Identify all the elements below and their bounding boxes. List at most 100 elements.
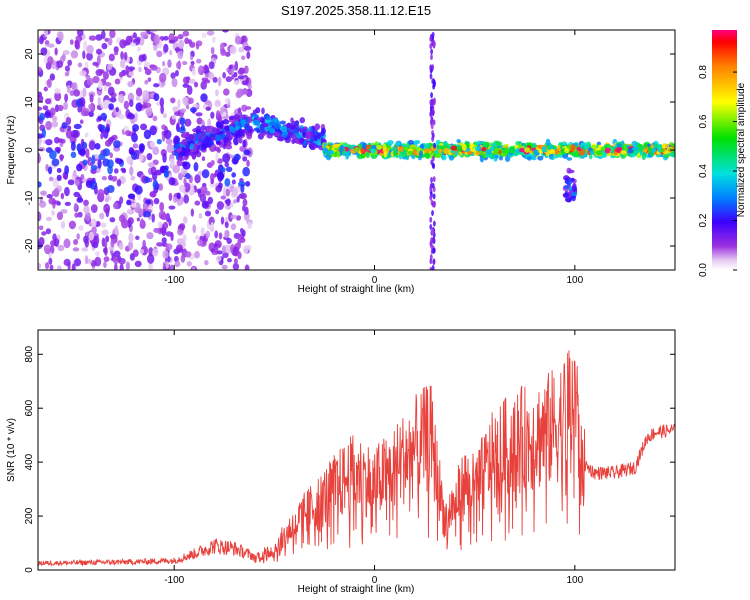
spectrogram-cell: [139, 248, 145, 254]
spectrogram-cell: [252, 109, 258, 114]
spectrogram-cell: [200, 125, 207, 131]
spectrogram-cell: [160, 105, 164, 115]
spectrogram-cell: [159, 72, 167, 83]
spectrogram-cell: [298, 128, 304, 133]
spectrogram-cell: [224, 244, 232, 255]
spectrogram-cell: [80, 110, 89, 117]
spectrogram-cell: [82, 87, 87, 98]
spectrogram-cell: [41, 231, 47, 236]
spectrogram-cell: [240, 88, 248, 95]
spectrogram-cell: [128, 193, 136, 199]
spectrogram-cell: [107, 165, 113, 175]
spectrogram-cell: [38, 147, 46, 152]
spectrogram-cell: [123, 100, 130, 110]
spectrogram-cell: [64, 201, 71, 207]
spectrogram-cell: [127, 217, 134, 225]
spectrogram-cell: [661, 143, 666, 149]
spectrogram-cell: [74, 178, 80, 187]
spectrogram-cell: [135, 102, 143, 112]
spectrogram-cell: [338, 145, 344, 152]
colorbar-tick-label: 0.2: [698, 213, 709, 227]
figure-title: S197.2025.358.11.12.E15: [281, 3, 431, 18]
spectrogram-cell: [208, 72, 215, 80]
spectrogram-cell: [47, 56, 54, 65]
spectrogram-cell: [77, 211, 83, 218]
spectrogram-cell: [140, 218, 145, 226]
spectrogram-cell: [242, 156, 248, 162]
spectrogram-cell: [224, 177, 231, 187]
spectrogram-cell: [193, 81, 199, 88]
spectrogram-cell: [200, 80, 207, 90]
spectrogram-cell: [86, 44, 94, 55]
spectrogram-cell: [407, 150, 415, 155]
spectrogram-cell: [225, 166, 233, 172]
spectrogram-cell: [144, 176, 151, 184]
spectrogram-cell: [588, 153, 593, 160]
spectrogram-cell: [97, 158, 102, 169]
spectrogram-cell: [230, 223, 237, 231]
spectrogram-cell: [96, 55, 101, 66]
spectrogram-cell: [190, 107, 197, 113]
snr-ytick-label: 400: [24, 453, 35, 470]
spectrogram-cell: [670, 153, 675, 158]
spectrogram-cell: [128, 99, 134, 107]
spectrogram-cell: [181, 61, 188, 66]
spectrogram-cell: [102, 71, 109, 80]
spectrogram-cell: [104, 197, 109, 203]
spectrogram-cell: [78, 225, 84, 232]
spectrogram-cell: [142, 90, 150, 100]
spectrogram-cell: [197, 65, 205, 76]
spectrogram-cell: [486, 149, 492, 155]
spectrogram-cell: [109, 217, 116, 223]
spectrogram-cell: [179, 117, 186, 125]
spectrogram-cell: [125, 130, 132, 137]
spectrogram-cell: [432, 201, 436, 208]
spectrogram-cell: [152, 115, 158, 122]
spectrogram-cell: [190, 60, 195, 66]
spectrogram-cell: [38, 181, 42, 188]
spectrogram-cell: [182, 161, 191, 170]
spectrogram-cell: [125, 261, 131, 270]
spectrogram-cell: [240, 192, 247, 200]
spectrogram-cell: [43, 244, 51, 249]
spectrogram-cell: [140, 31, 148, 38]
spectrogram-cell: [45, 138, 53, 146]
spectrogram-cell: [195, 235, 200, 240]
spectrogram-cell: [212, 36, 216, 44]
spectrogram-cell: [277, 136, 285, 142]
spectrogram-cell: [641, 152, 646, 161]
spectrogram-cell: [393, 150, 398, 157]
spectrogram-cell: [186, 148, 191, 154]
spectrogram-cell: [149, 191, 156, 198]
spectrogram-cell: [45, 163, 49, 172]
spectrogram-cell: [218, 232, 223, 240]
spectrogram-cell: [89, 180, 98, 190]
spectrogram-cell: [182, 96, 189, 104]
spectrogram-cell: [237, 107, 242, 114]
spectrogram-cell: [90, 218, 97, 228]
spectrogram-cell: [83, 199, 89, 207]
spectrogram-cell: [191, 67, 196, 77]
spectrogram-cell: [148, 247, 154, 256]
spectrogram-cell: [424, 143, 431, 150]
spectrogram-cell: [184, 251, 192, 258]
spectrogram-cell: [200, 93, 208, 102]
spectrogram-cell: [216, 250, 223, 255]
spectrogram-cell: [221, 264, 228, 270]
spectrogram-cell: [143, 61, 151, 68]
snr-ytick-label: 200: [24, 507, 35, 524]
spectrogram-cell: [222, 88, 230, 96]
spectrogram-cell: [127, 113, 136, 120]
spectrogram-cell: [48, 197, 56, 205]
spectrogram-cell: [130, 42, 137, 47]
spectrogram-cell: [83, 235, 89, 244]
spectrogram-cell: [344, 147, 350, 152]
spectrogram-cell: [84, 211, 91, 222]
spectrogram-cell: [246, 159, 250, 167]
spectrogram-cell: [39, 112, 46, 121]
spectrogram-cell: [163, 43, 169, 53]
spectrogram-cell: [38, 211, 42, 222]
spectrogram-cell: [114, 78, 121, 85]
spectrogram-cell: [211, 126, 218, 134]
spectrogram-cell: [38, 153, 41, 163]
